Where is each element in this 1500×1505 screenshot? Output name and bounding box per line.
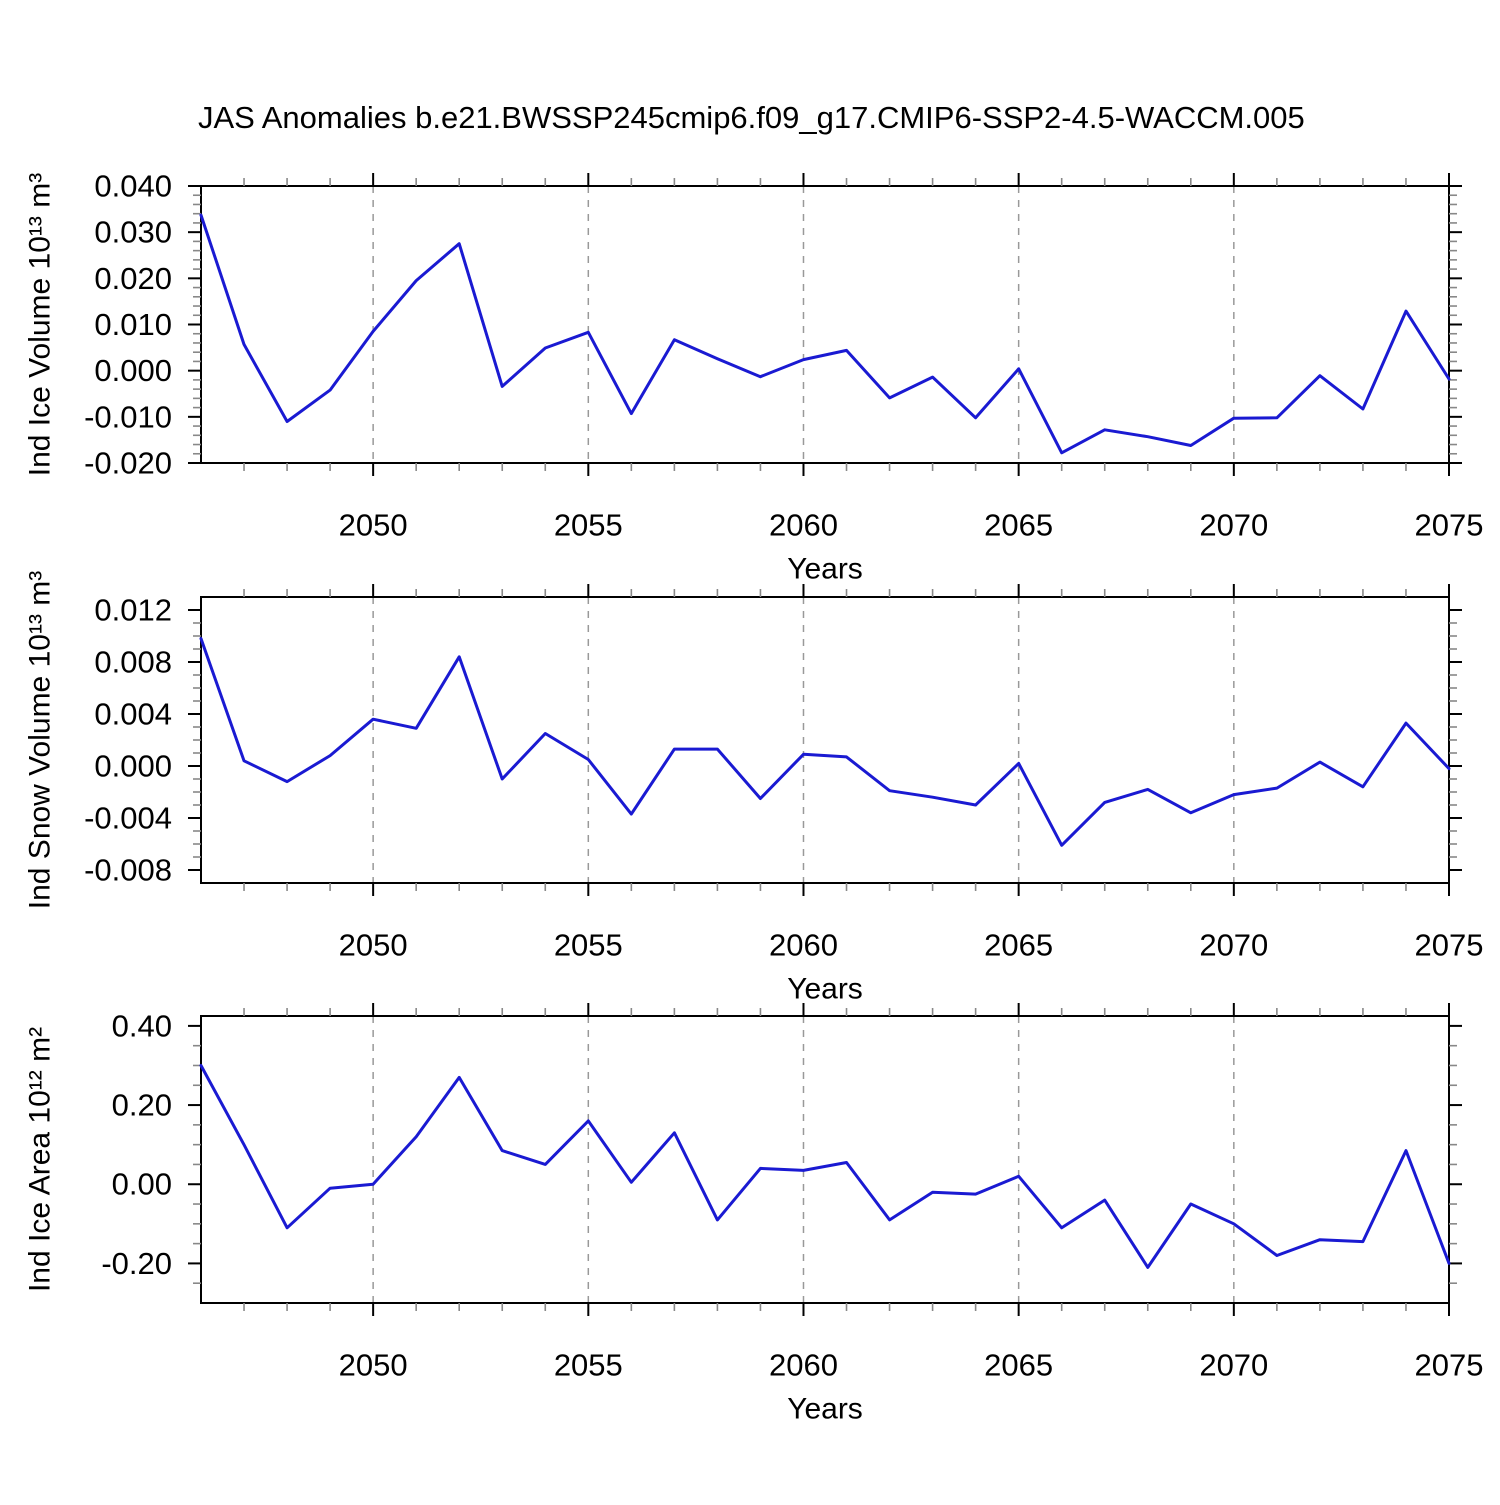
x-axis-title: Years	[787, 1393, 863, 1426]
data-series-line	[199, 1064, 1451, 1269]
y-tick-label: 0.010	[94, 307, 172, 342]
y-tick-label: 0.020	[94, 261, 172, 296]
y-tick-label: -0.008	[84, 853, 172, 888]
x-tick-label: 2070	[1199, 508, 1268, 543]
data-series-line	[199, 213, 1451, 455]
y-tick-label: 0.000	[94, 749, 172, 784]
y-tick-label: 0.00	[112, 1167, 172, 1202]
y-tick-label: 0.004	[94, 697, 172, 732]
x-axis-title: Years	[787, 973, 863, 1006]
chart-ind-ice-area: 0.40 0.20 0.00 -0.20 2050 2055 2060 2065 2070 207…	[24, 1003, 1484, 1426]
y-tick-label: 0.20	[112, 1088, 172, 1123]
chart-ind-snow-volume: 0.012 0.008 0.004 0.000 -0.004 -0.008 2050 2055…	[24, 571, 1484, 1006]
y-tick-label: 0.008	[94, 645, 172, 680]
x-tick-label: 2075	[1415, 508, 1484, 543]
x-tick-label: 2050	[339, 928, 408, 963]
y-axis-title: Ind Ice Volume 10¹³ m³	[24, 173, 57, 476]
y-tick-label: 0.030	[94, 215, 172, 250]
x-tick-label: 2050	[339, 1348, 408, 1383]
x-tick-label: 2065	[984, 508, 1053, 543]
x-tick-label: 2070	[1199, 928, 1268, 963]
x-tick-label: 2065	[984, 1348, 1053, 1383]
x-tick-label: 2065	[984, 928, 1053, 963]
y-tick-label: 0.040	[94, 169, 172, 204]
figure-title: JAS Anomalies b.e21.BWSSP245cmip6.f09_g1…	[198, 100, 1305, 135]
y-tick-label: 0.40	[112, 1008, 172, 1043]
x-tick-label: 2060	[769, 508, 838, 543]
x-tick-label: 2055	[554, 508, 623, 543]
x-tick-label: 2070	[1199, 1348, 1268, 1383]
plot-frame	[200, 1015, 1450, 1304]
y-axis-title: Ind Snow Volume 10¹³ m³	[24, 571, 57, 909]
y-tick-label: -0.010	[84, 399, 172, 434]
x-tick-label: 2050	[339, 508, 408, 543]
plot-frame	[200, 185, 1450, 464]
y-tick-label: 0.012	[94, 593, 172, 628]
x-tick-label: 2055	[554, 1348, 623, 1383]
y-axis-title: Ind Ice Area 10¹² m²	[24, 1027, 57, 1292]
plot-frame	[200, 596, 1450, 884]
x-tick-label: 2075	[1415, 928, 1484, 963]
y-tick-label: 0.000	[94, 353, 172, 388]
y-tick-label: -0.20	[101, 1246, 172, 1281]
x-axis-title: Years	[787, 553, 863, 586]
x-tick-label: 2055	[554, 928, 623, 963]
x-tick-label: 2060	[769, 1348, 838, 1383]
charts-group: 0.040 0.030 0.020 0.010 0.000 -0.010 -0.020 205…	[24, 169, 1484, 1426]
x-tick-label: 2060	[769, 928, 838, 963]
y-tick-label: -0.004	[84, 801, 172, 836]
data-series-line	[199, 637, 1451, 847]
x-tick-label: 2075	[1415, 1348, 1484, 1383]
chart-ind-ice-volume: 0.040 0.030 0.020 0.010 0.000 -0.010 -0.020 205…	[24, 169, 1484, 586]
y-tick-label: -0.020	[84, 446, 172, 481]
